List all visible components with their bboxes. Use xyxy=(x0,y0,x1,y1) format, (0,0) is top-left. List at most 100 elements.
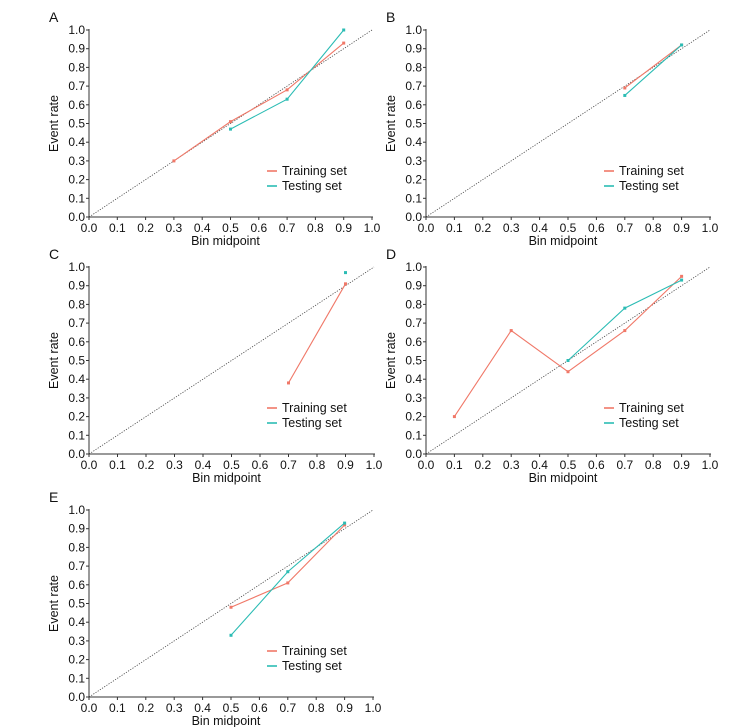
panel-e-series-testing-line xyxy=(230,522,345,636)
panel-a-y-tick-label: 0.0 xyxy=(68,210,85,224)
panel-a-x-tick-label: 0.0 xyxy=(81,221,98,235)
panel-d-series-training-point xyxy=(452,415,456,419)
panel-b-x-tick-label: 0.9 xyxy=(673,221,690,235)
panel-c-x-axis-title: Bin midpoint xyxy=(192,471,261,485)
panel-d-y-tick-label: 0.4 xyxy=(405,372,422,386)
panel-d-series-training-point xyxy=(509,329,513,333)
panel-b-x-tick-label: 0.2 xyxy=(474,221,491,235)
panel-e-y-tick-label: 1.0 xyxy=(68,503,85,517)
panel-a-series-training-point xyxy=(229,120,232,124)
panel-c-reference-line xyxy=(88,266,375,455)
panel-b-x-tick-label: 0.6 xyxy=(588,221,605,235)
panel-a-x-tick-label: 0.2 xyxy=(137,221,154,235)
panel-e-series-testing-point xyxy=(229,633,233,637)
panel-c-x-tick-label: 0.7 xyxy=(280,458,297,472)
panel-a-x-tick-label: 0.5 xyxy=(222,221,239,235)
panel-a-y-tick-label: 0.6 xyxy=(68,98,85,112)
panel-c-x-tick-label: 0.6 xyxy=(252,458,269,472)
panel-c-y-tick-label: 0.0 xyxy=(68,447,85,461)
panel-c-y-tick-label: 0.5 xyxy=(68,354,85,368)
panel-b-x-tick-label: 0.8 xyxy=(645,221,662,235)
panel-b-x-tick-label: 0.3 xyxy=(503,221,520,235)
panel-a-reference-line xyxy=(88,29,373,218)
panel-e-x-tick-label: 0.5 xyxy=(223,701,240,715)
panel-c-y-tick-label: 0.6 xyxy=(68,335,85,349)
panel-e: E 0.00.0 0.1 0.1 0.2 0.2 0.3 0.3 0.4 0.4 0.5 0.5 0.6… xyxy=(47,489,382,727)
panel-c-x-tick-label: 0.9 xyxy=(337,458,354,472)
panel-d-x-tick-label: 0.5 xyxy=(560,458,577,472)
panel-d-y-tick-label: 0.7 xyxy=(405,316,422,330)
panel-a-x-tick-label: 0.3 xyxy=(166,221,183,235)
panel-c-series-training-point xyxy=(344,282,347,286)
panel-e-y-tick-label: 0.5 xyxy=(68,597,85,611)
panel-e-series-training-point xyxy=(229,605,233,609)
panel-b-y-tick-label: 0.1 xyxy=(405,191,422,205)
panel-c-legend-label: Testing set xyxy=(282,416,342,430)
panel-c-x-tick-label: 0.4 xyxy=(195,458,212,472)
panel-c-y-tick-label: 0.1 xyxy=(68,428,85,442)
panel-a-series-testing-point xyxy=(285,97,289,101)
panel-c-y-tick-label: 0.4 xyxy=(68,372,85,386)
panel-c-y-tick-label: 0.9 xyxy=(68,279,85,293)
panel-e-letter: E xyxy=(49,489,58,505)
panel-a-y-tick-label: 1.0 xyxy=(68,23,85,37)
panel-c-legend-label: Training set xyxy=(282,401,347,415)
panel-e-x-axis-title: Bin midpoint xyxy=(192,714,261,727)
panel-b-y-tick-label: 0.5 xyxy=(405,117,422,131)
panel-b-y-tick-label: 0.9 xyxy=(405,42,422,56)
panel-a-y-tick-label: 0.1 xyxy=(68,191,85,205)
panel-c-y-tick-label: 0.3 xyxy=(68,391,85,405)
panel-c-x-tick-label: 0.1 xyxy=(109,458,126,472)
panel-d-legend-label: Testing set xyxy=(619,416,679,430)
panel-a-x-tick-label: 0.6 xyxy=(250,221,267,235)
panel-b-letter: B xyxy=(386,9,395,25)
panel-b-legend-label: Training set xyxy=(619,164,684,178)
panel-e-y-tick-label: 0.9 xyxy=(68,522,85,536)
panel-b-y-tick-label: 0.7 xyxy=(405,79,422,93)
panel-c-y-tick-label: 0.8 xyxy=(68,297,85,311)
panel-a-series-training-point xyxy=(172,159,176,163)
panel-e-series-testing-point xyxy=(286,570,290,574)
panel-d-y-tick-label: 0.8 xyxy=(405,297,422,311)
panel-b-x-axis-title: Bin midpoint xyxy=(529,234,598,248)
panel-d-x-axis-title: Bin midpoint xyxy=(529,471,598,485)
panel-b-x-tick-label: 0.0 xyxy=(418,221,435,235)
panel-b-x-tick-label: 0.4 xyxy=(531,221,548,235)
panel-d-y-tick-label: 0.3 xyxy=(405,391,422,405)
panel-c-y-axis-title: Event rate xyxy=(47,332,61,389)
panel-d-x-tick-label: 0.7 xyxy=(616,458,633,472)
panel-b-y-tick-label: 0.8 xyxy=(405,60,422,74)
panel-a-y-tick-label: 0.3 xyxy=(68,154,85,168)
panel-a-y-axis-title: Event rate xyxy=(47,95,61,152)
panel-e-y-tick-label: 0.6 xyxy=(68,578,85,592)
panel-d-legend-label: Training set xyxy=(619,401,684,415)
panel-b-x-tick-label: 0.7 xyxy=(616,221,633,235)
panel-c-x-tick-label: 0.5 xyxy=(223,458,240,472)
panel-c-series-training-line xyxy=(288,283,346,384)
panel-d: D 0.00.0 0.1 0.1 0.2 0.2 0.3 0.3 0.4 0.4 0.5 0.5 0.6… xyxy=(384,246,719,485)
panel-c-y-tick-label: 0.7 xyxy=(68,316,85,330)
panel-a-y-tick-label: 0.7 xyxy=(68,79,85,93)
panel-a-x-tick-label: 0.9 xyxy=(335,221,352,235)
panel-c-y-tick-label: 0.2 xyxy=(68,410,85,424)
panel-d-x-tick-label: 0.3 xyxy=(503,458,520,472)
panel-d-x-tick-label: 0.8 xyxy=(645,458,662,472)
panel-a-series-training-line xyxy=(173,42,345,162)
panel-b-y-tick-label: 0.4 xyxy=(405,135,422,149)
panel-e-y-tick-label: 0.8 xyxy=(68,540,85,554)
panel-b-legend-label: Testing set xyxy=(619,179,679,193)
panel-e-x-tick-label: 0.2 xyxy=(137,701,154,715)
panel-c-series-training-point xyxy=(287,381,290,385)
panel-e-series-training-point xyxy=(286,581,290,585)
panel-d-x-tick-label: 0.6 xyxy=(588,458,605,472)
panel-e-series-testing-point xyxy=(343,521,347,525)
panel-b-series-training-line xyxy=(624,44,682,89)
panel-e-x-tick-label: 0.7 xyxy=(279,701,296,715)
panel-c-x-tick-label: 0.0 xyxy=(81,458,98,472)
panel-b-y-tick-label: 0.3 xyxy=(405,154,422,168)
panel-a: A 0.00.0 0.1 0.1 0.2 0.2 0.3 0.3 0.4 0.4 0.5 0.5 0.6… xyxy=(47,9,381,248)
panel-b-series-testing-point xyxy=(623,93,627,97)
panel-a-series-testing-point xyxy=(342,28,346,32)
panel-c-letter: C xyxy=(49,246,59,262)
panel-e-series-training-point xyxy=(343,523,347,527)
